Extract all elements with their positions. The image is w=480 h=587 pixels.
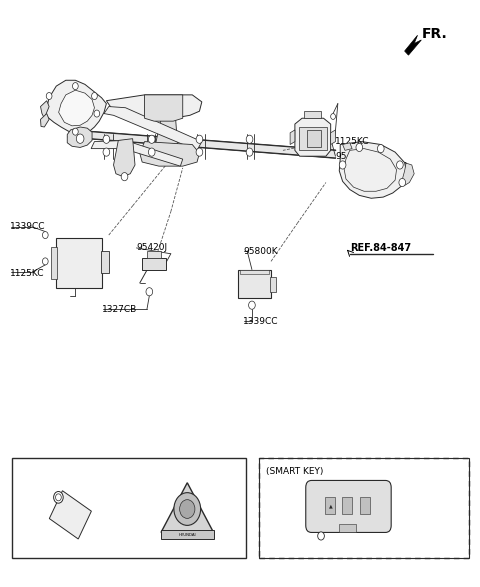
Polygon shape — [114, 139, 135, 177]
Circle shape — [377, 144, 384, 153]
Circle shape — [72, 128, 78, 135]
Polygon shape — [154, 118, 178, 160]
Polygon shape — [40, 101, 49, 118]
Polygon shape — [290, 130, 295, 144]
Circle shape — [196, 148, 203, 156]
Text: 1339CC: 1339CC — [10, 222, 46, 231]
Circle shape — [103, 148, 110, 156]
Circle shape — [72, 83, 78, 90]
Bar — [270, 277, 276, 292]
Polygon shape — [344, 149, 396, 191]
Polygon shape — [44, 80, 107, 134]
Circle shape — [146, 288, 153, 296]
Polygon shape — [67, 127, 92, 147]
Polygon shape — [331, 130, 336, 144]
Text: FR.: FR. — [421, 26, 447, 41]
Text: 1339CC: 1339CC — [243, 317, 279, 326]
Circle shape — [148, 135, 155, 143]
Bar — [339, 524, 356, 532]
Bar — [56, 238, 102, 288]
Circle shape — [42, 258, 48, 265]
Circle shape — [246, 135, 253, 143]
Text: ▲: ▲ — [329, 503, 333, 508]
Polygon shape — [104, 107, 202, 150]
Polygon shape — [147, 251, 161, 258]
Text: (SMART KEY): (SMART KEY) — [266, 467, 324, 475]
Polygon shape — [343, 143, 352, 150]
Polygon shape — [40, 113, 49, 127]
Bar — [307, 130, 321, 147]
Polygon shape — [339, 141, 407, 198]
Text: 96111A: 96111A — [168, 465, 206, 475]
Circle shape — [46, 93, 52, 100]
Bar — [101, 251, 109, 273]
Polygon shape — [91, 140, 183, 166]
Polygon shape — [68, 130, 336, 158]
Polygon shape — [299, 127, 327, 150]
Polygon shape — [59, 90, 95, 126]
Circle shape — [249, 301, 255, 309]
Bar — [342, 497, 352, 514]
Bar — [259, 458, 469, 558]
Circle shape — [42, 232, 48, 238]
Polygon shape — [49, 491, 91, 539]
Circle shape — [54, 491, 63, 503]
Text: 95440K: 95440K — [400, 501, 434, 510]
Circle shape — [356, 143, 363, 151]
Bar — [50, 247, 57, 279]
Polygon shape — [295, 118, 331, 156]
Bar — [325, 497, 336, 514]
Polygon shape — [144, 95, 183, 121]
Text: 95401D: 95401D — [70, 258, 105, 267]
Polygon shape — [107, 95, 202, 119]
Polygon shape — [161, 483, 214, 532]
Circle shape — [174, 492, 201, 525]
Bar — [238, 269, 271, 298]
Circle shape — [318, 532, 324, 540]
Polygon shape — [304, 110, 321, 118]
Circle shape — [103, 135, 110, 143]
Circle shape — [246, 148, 253, 156]
FancyBboxPatch shape — [306, 480, 391, 532]
Text: 95800K: 95800K — [243, 247, 278, 256]
Text: HYUNDAI: HYUNDAI — [179, 533, 196, 537]
Bar — [240, 269, 269, 274]
Circle shape — [196, 135, 203, 143]
Text: 1125KC: 1125KC — [10, 268, 45, 278]
Text: 43795B: 43795B — [51, 465, 89, 475]
Circle shape — [121, 173, 128, 181]
Circle shape — [92, 93, 97, 100]
Circle shape — [339, 161, 346, 169]
Circle shape — [148, 148, 155, 156]
Circle shape — [56, 494, 61, 501]
Bar — [161, 530, 214, 539]
Bar — [259, 458, 469, 558]
Text: 95480A: 95480A — [336, 151, 370, 161]
Polygon shape — [402, 163, 414, 185]
Text: 1327CB: 1327CB — [102, 305, 137, 315]
Text: REF.84-847: REF.84-847 — [350, 243, 411, 253]
Polygon shape — [405, 35, 421, 55]
Circle shape — [396, 161, 403, 169]
Circle shape — [399, 178, 406, 187]
Circle shape — [76, 134, 84, 143]
Circle shape — [94, 110, 100, 117]
Circle shape — [331, 113, 336, 119]
Text: 95413A: 95413A — [312, 543, 348, 552]
Bar — [360, 497, 370, 514]
Circle shape — [180, 500, 195, 518]
Text: 1125KC: 1125KC — [336, 137, 370, 146]
Text: 95420J: 95420J — [136, 244, 168, 252]
Bar — [142, 258, 166, 270]
Bar — [12, 458, 246, 558]
Polygon shape — [140, 141, 199, 166]
